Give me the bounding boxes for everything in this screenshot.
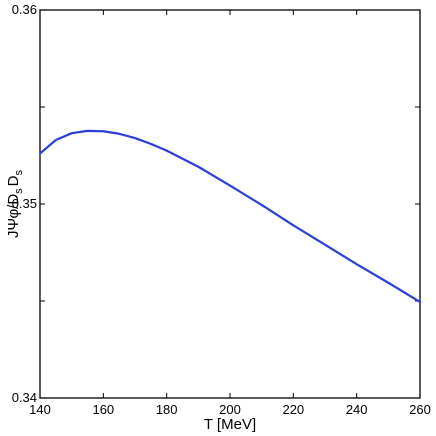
y-tick-label: 0.35 [12,196,37,211]
x-tick-label: 200 [219,402,241,417]
y-axis-label-mid: D [5,175,22,186]
y-axis-label-text: JΨφ/DsDs [5,169,25,238]
series-line [38,129,422,304]
y-axis-label-sub2: s [13,169,25,175]
x-tick-label: 220 [282,402,304,417]
x-tick-label: 240 [346,402,368,417]
x-tick-label: 260 [409,402,431,417]
axis-tick-labels: 140 160 180 200 220 240 260 0.34 0.35 0.36 [12,2,431,417]
y-tick-label: 0.36 [12,2,37,17]
axis-ticks [39,9,421,399]
y-axis-label-main: JΨφ/D [5,194,22,238]
plot-frame [39,9,421,399]
series-layer [38,129,422,304]
x-tick-label: 140 [29,402,51,417]
x-tick-label: 180 [156,402,178,417]
y-tick-label: 0.34 [12,390,37,405]
x-axis-label: T [MeV] [204,416,256,433]
y-axis-label: JΨφ/DsDs [5,169,25,238]
y-axis-label-sub1: s [13,188,25,194]
x-tick-label: 160 [92,402,114,417]
